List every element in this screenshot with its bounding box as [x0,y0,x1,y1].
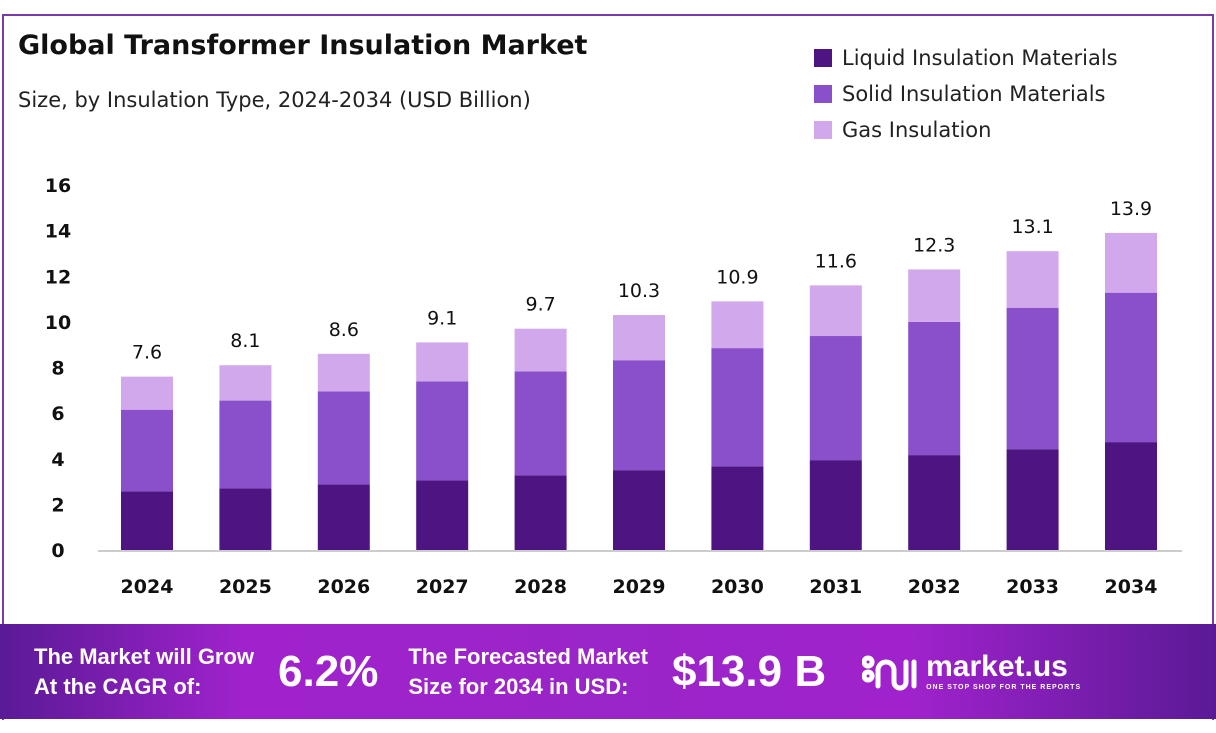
bar-segment-gas-insulation [711,301,764,349]
x-tick-label: 2033 [1006,576,1059,598]
x-tick-label: 2027 [416,576,469,598]
bar-segment-solid-insulation-materials [613,360,665,471]
y-tick-label: 14 [45,221,71,243]
x-tick-label: 2026 [317,576,370,598]
cagr-label-line: At the CAGR of: [34,673,202,699]
bar-segment-gas-insulation [514,328,567,372]
legend-swatch [814,121,832,139]
bar-segment-solid-insulation-materials [1006,307,1059,450]
forecast-value: $13.9 B [671,646,827,696]
legend-item-solid: Solid Insulation Materials [814,76,1118,112]
bar-total-label: 10.9 [716,266,758,288]
bar-segment-liquid-insulation-materials [1006,449,1059,550]
y-tick-label: 2 [51,494,64,516]
bar-segment-solid-insulation-materials [219,400,272,489]
chart-title: Global Transformer Insulation Market [18,30,588,61]
legend-label: Liquid Insulation Materials [842,46,1118,70]
bar-segment-gas-insulation [219,365,272,401]
bar-segment-gas-insulation [416,342,469,382]
x-tick-label: 2029 [613,576,666,598]
y-tick-label: 0 [51,540,64,562]
logo-icon [862,655,917,690]
legend-swatch [814,85,832,103]
x-tick-label: 2025 [219,576,272,598]
bar-segment-gas-insulation [908,269,961,322]
bar-segment-gas-insulation [121,376,173,410]
bar-total-label: 10.3 [618,280,660,302]
bar-segment-solid-insulation-materials [908,321,961,456]
bar-segment-gas-insulation [1105,232,1157,293]
y-tick-label: 8 [51,358,64,380]
legend-label: Gas Insulation [842,118,992,142]
bar-segment-solid-insulation-materials [416,381,469,481]
bar-segment-solid-insulation-materials [317,391,370,485]
y-tick-label: 12 [45,266,71,288]
bar-segment-solid-insulation-materials [514,371,567,476]
cagr-label: The Market will Grow At the CAGR of: [34,642,254,702]
bar-segment-solid-insulation-materials [809,336,862,461]
bar-segment-liquid-insulation-materials [711,466,764,550]
market-us-logo: market.us ONE STOP SHOP FOR THE REPORTS [862,651,1081,692]
bar-total-label: 7.6 [132,342,162,364]
y-tick-label: 10 [45,312,71,334]
footer-banner: The Market will Grow At the CAGR of: 6.2%… [0,624,1216,719]
y-tick-label: 16 [45,175,71,197]
bar-total-label: 8.6 [329,319,359,341]
y-tick-label: 6 [51,403,64,425]
x-tick-label: 2031 [809,576,862,598]
bar-segment-gas-insulation [1006,251,1059,308]
bar-total-label: 12.3 [913,234,955,256]
bar-segment-liquid-insulation-materials [219,488,272,550]
legend: Liquid Insulation Materials Solid Insula… [814,40,1118,148]
legend-swatch [814,49,832,67]
bar-total-label: 11.6 [815,250,857,272]
legend-item-liquid: Liquid Insulation Materials [814,40,1118,76]
bar-total-label: 9.7 [525,294,555,316]
legend-item-gas: Gas Insulation [814,112,1118,148]
bar-segment-liquid-insulation-materials [121,491,173,550]
bar-total-label: 13.9 [1110,198,1152,220]
bar-segment-liquid-insulation-materials [317,484,370,550]
bar-total-label: 8.1 [230,330,260,352]
x-tick-label: 2032 [908,576,961,598]
legend-label: Solid Insulation Materials [842,82,1106,106]
x-tick-label: 2034 [1105,576,1158,598]
bar-total-label: 9.1 [427,307,457,329]
logo-text: market.us [926,650,1068,683]
cagr-value: 6.2% [278,646,379,696]
y-tick-label: 4 [51,449,64,471]
bar-segment-liquid-insulation-materials [416,480,469,550]
bar-segment-liquid-insulation-materials [613,470,665,550]
x-tick-label: 2024 [121,576,174,598]
chart-frame [2,14,1214,720]
cagr-label-line: The Market will Grow [34,643,255,669]
bar-segment-solid-insulation-materials [1105,292,1157,443]
bar-segment-liquid-insulation-materials [514,475,567,550]
bar-segment-gas-insulation [809,285,862,337]
bar-total-label: 13.1 [1011,216,1053,238]
bar-segment-solid-insulation-materials [121,409,173,492]
bar-segment-liquid-insulation-materials [809,460,862,550]
forecast-label: The Forecasted Market Size for 2034 in US… [408,642,648,702]
bar-segment-solid-insulation-materials [711,348,764,467]
bar-segment-liquid-insulation-materials [1105,442,1157,550]
bar-segment-liquid-insulation-materials [908,455,961,550]
bar-segment-gas-insulation [613,315,665,361]
forecast-label-line: Size for 2034 in USD: [408,673,629,699]
forecast-label-line: The Forecasted Market [408,643,648,669]
chart-subtitle: Size, by Insulation Type, 2024-2034 (USD… [18,88,531,112]
bar-chart: 0 2 4 6 8 10 12 14 16 7.6 2024 8.1 2025 8.6 2026 9.1 202… [45,175,1182,598]
x-tick-label: 2030 [711,576,764,598]
x-tick-label: 2028 [514,576,567,598]
bar-segment-gas-insulation [317,353,370,392]
logo-tagline: ONE STOP SHOP FOR THE REPORTS [926,684,1082,691]
